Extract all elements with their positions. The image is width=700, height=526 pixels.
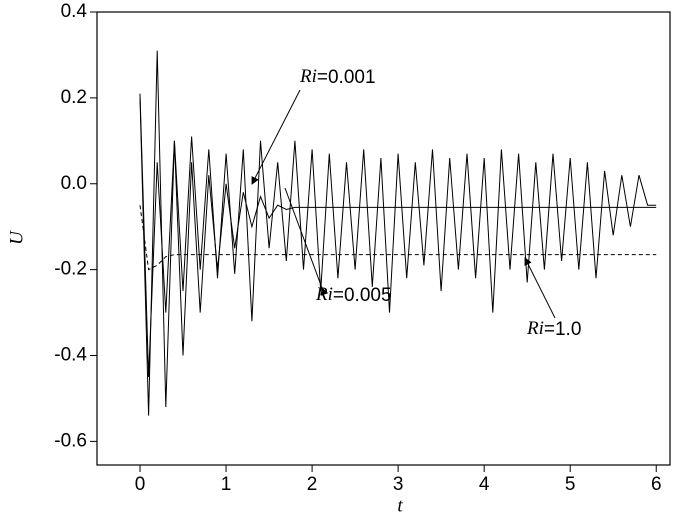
x-tick-label: 4: [479, 474, 490, 495]
x-tick-label: 5: [565, 474, 576, 495]
series-annotation: Ri=0.001: [299, 66, 376, 88]
x-tick-label: 0: [135, 474, 146, 495]
series-line: [139, 50, 657, 416]
x-tick-label: 2: [307, 474, 318, 495]
x-tick-label: 3: [393, 474, 404, 495]
series-annotation: Ri=1.0: [526, 318, 581, 340]
y-tick-label: 0.2: [61, 87, 87, 108]
series-annotation: Ri=0.005: [315, 284, 392, 306]
y-tick-label: -0.6: [54, 430, 87, 451]
x-tick-label: 6: [651, 474, 662, 495]
x-tick-label: 1: [221, 474, 232, 495]
y-axis-label: U: [6, 230, 27, 245]
y-tick-label: 0.0: [61, 173, 87, 194]
x-axis-label: t: [397, 495, 403, 516]
y-tick-label: -0.4: [54, 345, 87, 366]
series-line: [139, 205, 657, 271]
annotation-arrow: [524, 257, 556, 319]
annotation-arrow: [251, 89, 301, 185]
series-line: [139, 93, 657, 378]
plot-frame: [96, 11, 671, 466]
y-tick-label: -0.2: [54, 259, 87, 280]
annotation-arrow: [284, 187, 329, 296]
y-tick-label: 0.4: [61, 1, 88, 22]
